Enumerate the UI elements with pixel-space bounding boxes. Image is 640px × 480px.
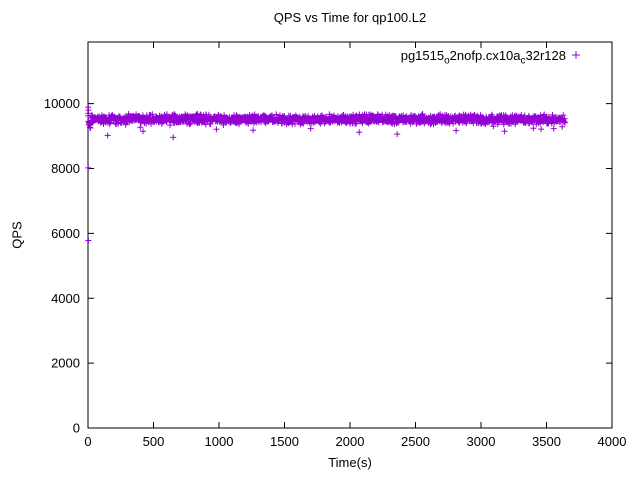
axis-ticks [87,42,613,429]
y-tick-label: 6000 [51,226,80,241]
plot-border [87,41,613,429]
legend-plus-marker-icon [572,51,580,59]
legend-entry: pg1515o2nofp.cx10ac32r128 [401,48,566,67]
x-tick-label: 1000 [205,434,234,449]
x-tick-label: 0 [84,434,91,449]
y-tick-label: 8000 [51,161,80,176]
chart-title: QPS vs Time for qp100.L2 [273,10,427,25]
scatter-points [85,104,568,244]
y-tick-label: 0 [73,421,80,436]
x-tick-label: 4000 [598,434,627,449]
x-axis-label: Time(s) [328,455,372,470]
y-axis-label: QPS [9,221,25,249]
series-label-subscript: o [444,55,450,67]
series-label-subscript: c [520,55,526,67]
series-label: pg1515o2nofp.cx10ac32r128 [400,48,566,67]
x-tick-label: 3000 [467,434,496,449]
x-tick-label: 2500 [401,434,430,449]
x-tick-label: 2000 [336,434,365,449]
y-tick-label: 4000 [51,291,80,306]
x-tick-label: 1500 [270,434,299,449]
x-tick-label: 3500 [532,434,561,449]
x-tick-label: 500 [143,434,165,449]
y-tick-label: 2000 [51,356,80,371]
series-label-part: 32r128 [525,48,566,63]
series-label-part: pg1515 [400,48,445,63]
series-label-part: 2nofp.cx10a [449,48,521,63]
y-tick-label: 10000 [44,96,80,111]
